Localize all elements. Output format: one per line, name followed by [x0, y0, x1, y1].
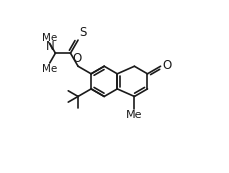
Text: Me: Me — [42, 33, 57, 43]
Text: Me: Me — [126, 110, 143, 120]
Text: O: O — [73, 52, 82, 65]
Text: N: N — [46, 40, 55, 53]
Text: O: O — [163, 59, 172, 72]
Text: Me: Me — [42, 64, 57, 74]
Text: S: S — [79, 26, 86, 39]
